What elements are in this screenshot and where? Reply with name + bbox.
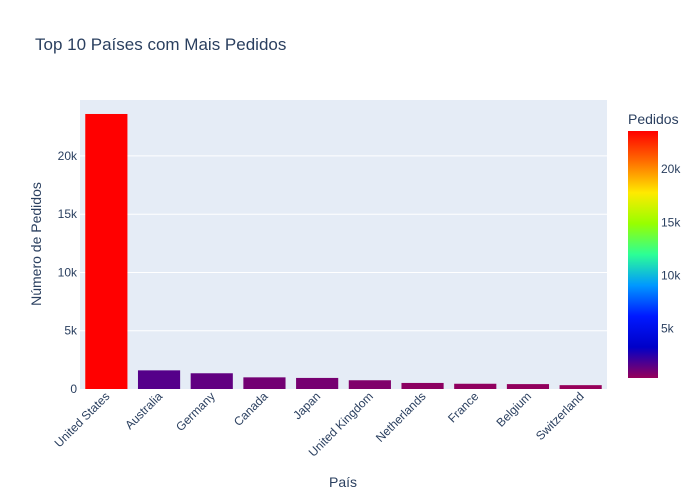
- colorbar-tick-label: 10k: [661, 268, 681, 282]
- bar[interactable]: [401, 382, 444, 389]
- colorbar-tick-label: 20k: [661, 162, 681, 176]
- bar[interactable]: [559, 385, 602, 389]
- colorbar-tick-label: 15k: [661, 215, 681, 229]
- bar[interactable]: [506, 384, 550, 389]
- bar[interactable]: [85, 113, 128, 389]
- plot-area: [80, 100, 607, 389]
- bar[interactable]: [243, 377, 286, 389]
- x-axis-title: País: [329, 474, 357, 490]
- y-tick-label: 10k: [58, 265, 78, 279]
- bar[interactable]: [296, 377, 339, 389]
- x-tick-label: Canada: [231, 389, 271, 429]
- y-tick-label: 15k: [58, 207, 78, 221]
- colorbar-title: Pedidos: [628, 111, 679, 127]
- x-axis-ticks: United States Australia Germany Canada Japan…: [52, 389, 587, 460]
- x-tick-label: Japan: [290, 389, 323, 422]
- colorbar-ticks: 5k 10k 15k 20k: [661, 162, 681, 335]
- x-tick-label: Australia: [122, 389, 165, 432]
- x-tick-label: Netherlands: [373, 389, 429, 445]
- bar[interactable]: [454, 383, 497, 389]
- y-tick-label: 5k: [64, 324, 78, 338]
- bar[interactable]: [348, 380, 391, 389]
- x-tick-label: Switzerland: [533, 389, 587, 443]
- colorbar-tick-label: 5k: [661, 321, 675, 335]
- x-tick-label: Germany: [173, 389, 218, 434]
- x-tick-label: France: [445, 389, 482, 426]
- colorbar: [628, 131, 658, 378]
- gridlines: [80, 155, 607, 332]
- y-tick-label: 0: [70, 382, 77, 396]
- x-tick-label: United States: [52, 389, 113, 450]
- bar[interactable]: [190, 373, 233, 389]
- y-axis-title: Número de Pedidos: [28, 182, 44, 306]
- bars: [85, 113, 602, 389]
- chart-title: Top 10 Países com Mais Pedidos: [35, 35, 286, 54]
- bar[interactable]: [137, 370, 181, 389]
- y-axis-ticks: 0 5k 10k 15k 20k: [58, 149, 78, 396]
- x-tick-label: Belgium: [494, 389, 535, 430]
- y-tick-label: 20k: [58, 149, 78, 163]
